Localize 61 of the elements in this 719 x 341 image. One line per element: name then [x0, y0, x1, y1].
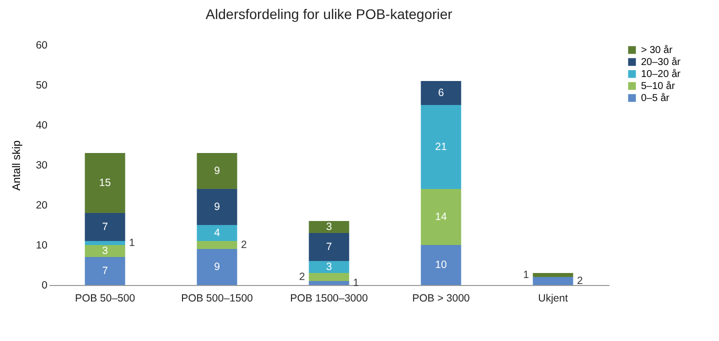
y-tick-label: 30 — [36, 160, 48, 172]
data-label: 2 — [577, 275, 583, 287]
bar — [196, 241, 238, 249]
data-label: 1 — [523, 269, 530, 281]
legend-label: 10–20 år — [641, 68, 682, 80]
data-label: 3 — [326, 261, 332, 273]
bar — [196, 249, 238, 285]
x-tick-label: POB 500–1500 — [181, 292, 254, 304]
data-label: 21 — [435, 141, 447, 153]
bar — [420, 189, 462, 245]
bar — [196, 189, 238, 225]
bar — [84, 153, 126, 213]
bar — [420, 245, 462, 285]
data-label: 9 — [214, 201, 220, 213]
data-label: 2 — [241, 239, 247, 251]
bar — [308, 273, 350, 281]
legend-label: > 30 år — [641, 44, 674, 56]
bar — [84, 241, 126, 245]
x-tick-label: POB 50–500 — [74, 292, 136, 304]
bar — [84, 257, 126, 285]
data-label: 7 — [102, 265, 108, 277]
data-label: 6 — [438, 87, 444, 99]
y-tick-label: 0 — [42, 280, 48, 292]
y-tick-label: 10 — [36, 240, 48, 252]
data-label: 15 — [99, 177, 111, 189]
y-axis-title: Antall skip — [10, 140, 23, 191]
y-tick-label: 60 — [36, 40, 48, 52]
x-tick-label: Ukjent — [538, 292, 568, 304]
data-label: 1 — [353, 277, 359, 289]
legend-label: 0–5 år — [641, 92, 670, 104]
y-tick-label: 40 — [36, 120, 48, 132]
data-label: 3 — [102, 245, 108, 257]
legend-label: 20–30 år — [641, 56, 682, 68]
y-tick-label: 20 — [36, 200, 48, 212]
bar — [196, 225, 238, 241]
chart-title: Aldersfordeling for ulike POB-kategorier — [206, 6, 453, 22]
bar — [532, 277, 574, 285]
data-label: 14 — [435, 211, 447, 223]
x-tick-label: POB > 3000 — [412, 292, 470, 304]
bar — [196, 153, 238, 189]
y-tick-label: 50 — [36, 80, 48, 92]
x-tick-label: POB 1500–3000 — [290, 292, 368, 304]
bar — [532, 273, 574, 277]
data-label: 10 — [435, 259, 447, 271]
bar — [420, 81, 462, 105]
data-label: 2 — [299, 271, 306, 283]
data-label: 7 — [326, 241, 332, 253]
data-label: 3 — [326, 221, 332, 233]
bar — [308, 261, 350, 273]
legend-label: 5–10 år — [641, 80, 676, 92]
bar — [308, 281, 350, 285]
bar — [308, 233, 350, 261]
data-label: 1 — [129, 237, 135, 249]
data-label: 9 — [214, 261, 220, 273]
bar — [84, 213, 126, 241]
data-label: 9 — [214, 165, 220, 177]
bar — [84, 245, 126, 257]
bar — [308, 221, 350, 233]
bar — [420, 105, 462, 189]
data-label: 7 — [102, 221, 108, 233]
data-label: 4 — [214, 227, 220, 239]
